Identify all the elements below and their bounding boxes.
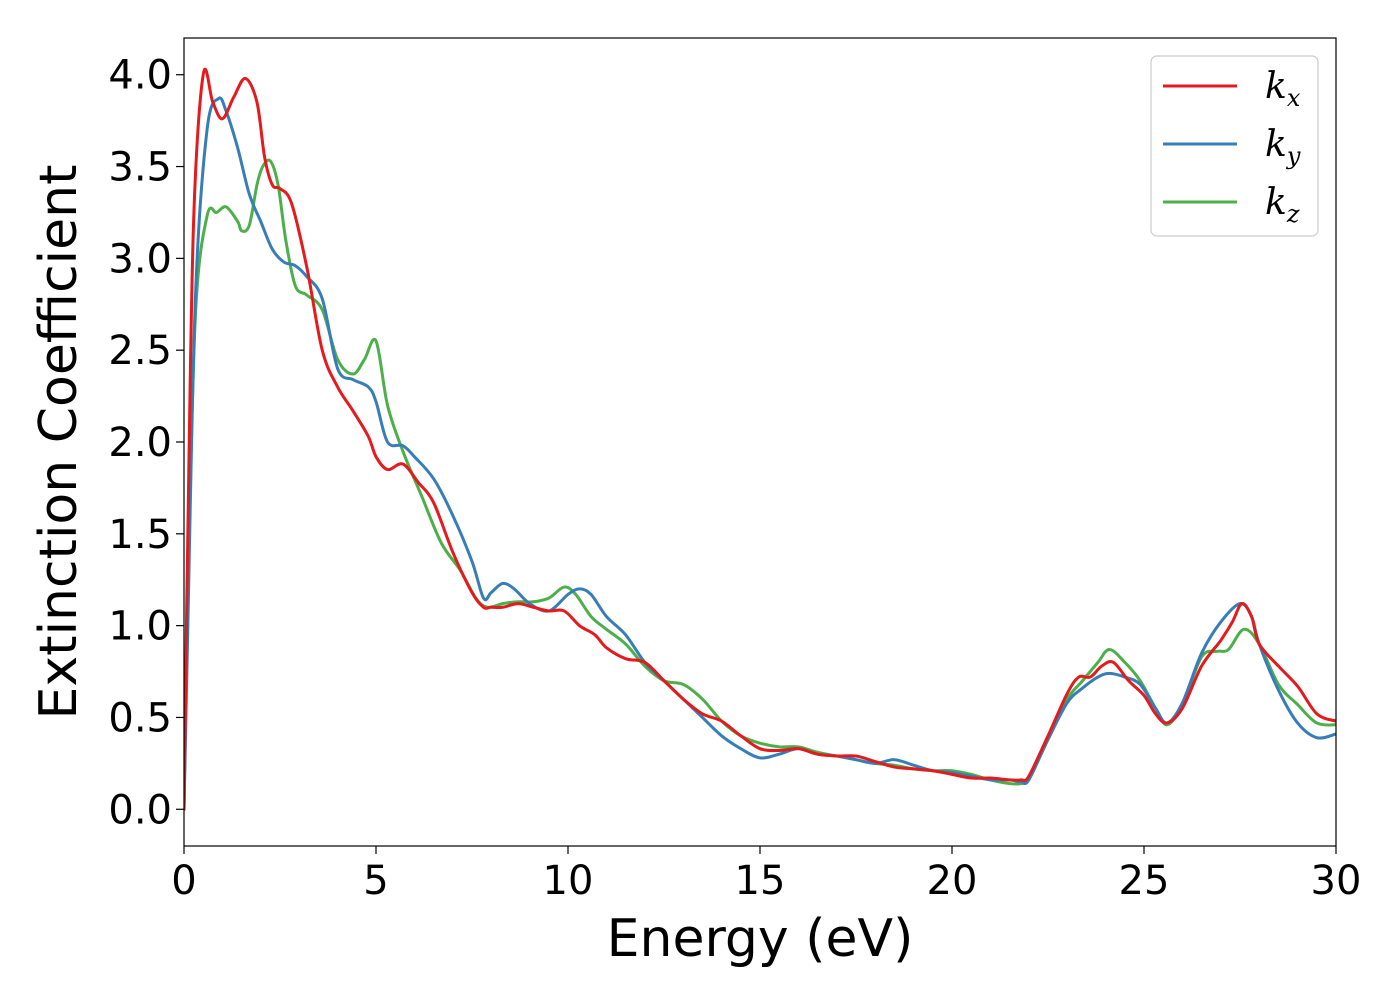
y-axis-ticks: 0.0 0.5 1.0 1.5 2.0 2.5 3.0 3.5 4.0 — [108, 53, 184, 833]
series-line-kz — [184, 158, 1336, 811]
x-tick-label: 10 — [543, 858, 594, 904]
x-axis-label: Energy (eV) — [607, 909, 914, 969]
x-tick-label: 25 — [1119, 858, 1170, 904]
series-lines — [184, 67, 1336, 811]
y-tick-label: 2.5 — [108, 328, 172, 374]
y-tick-label: 0.5 — [108, 695, 172, 741]
legend: kx ky kz — [1150, 55, 1319, 237]
y-tick-label: 1.5 — [108, 512, 172, 558]
x-tick-label: 20 — [927, 858, 978, 904]
y-tick-label: 4.0 — [108, 53, 172, 99]
y-axis-label: Extinction Coefficient — [29, 165, 89, 720]
legend-entry: kz — [1265, 182, 1300, 228]
x-tick-label: 15 — [735, 858, 786, 904]
x-tick-label: 0 — [171, 858, 196, 904]
x-tick-label: 30 — [1311, 858, 1362, 904]
y-tick-label: 0.0 — [108, 787, 172, 833]
legend-entry: ky — [1265, 124, 1301, 170]
series-line-kx — [184, 67, 1336, 811]
y-tick-label: 3.5 — [108, 145, 172, 191]
legend-entry: kx — [1265, 66, 1301, 112]
x-tick-label: 5 — [363, 858, 388, 904]
y-tick-label: 2.0 — [108, 420, 172, 466]
legend-box — [1150, 55, 1319, 237]
x-axis-ticks: 0 5 10 15 20 25 30 — [171, 846, 1361, 904]
y-tick-label: 3.0 — [108, 236, 172, 282]
y-tick-label: 1.0 — [108, 604, 172, 650]
